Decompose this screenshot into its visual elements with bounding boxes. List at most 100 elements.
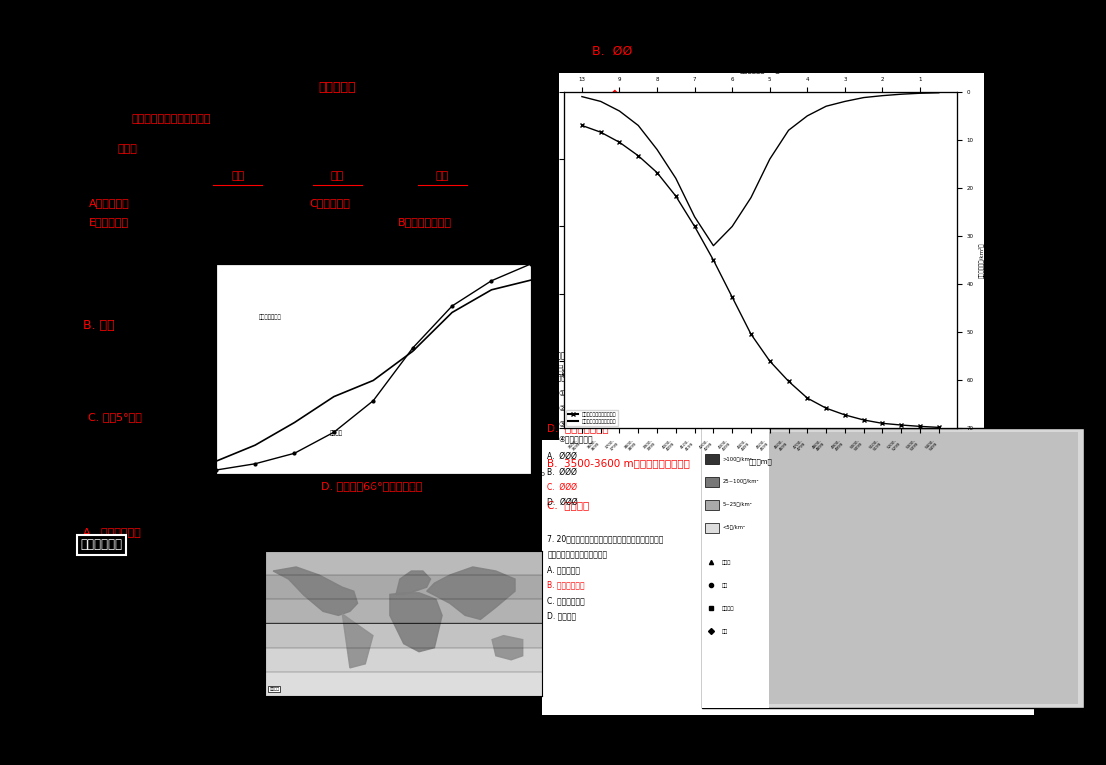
- Title: 澜沧江－湄公河流域坡度与海拔及
人口累积百分比曲线: 澜沧江－湄公河流域坡度与海拔及 人口累积百分比曲线: [342, 247, 405, 262]
- Text: 该纬度范围内大部分是海洋: 该纬度范围内大部分是海洋: [132, 113, 211, 124]
- 不同高程人口点数累计频率: [932, 88, 946, 97]
- Text: 低平: 低平: [231, 171, 244, 181]
- Text: 5~25人/km²: 5~25人/km²: [722, 503, 752, 507]
- Line: 不同高程人口点数累计频率: 不同高程人口点数累计频率: [582, 93, 939, 246]
- Text: 25~100人/km²: 25~100人/km²: [722, 480, 759, 484]
- 不同高程人口点数累计频率: [632, 121, 645, 130]
- 不同高程人口点数累计频率: [895, 90, 908, 99]
- Text: 【课后练习】: 【课后练习】: [81, 539, 123, 551]
- Text: 城市: 城市: [722, 629, 729, 633]
- Bar: [542, 440, 1034, 715]
- 不同距河流变化的人口密变: [838, 410, 852, 419]
- Bar: [705, 477, 719, 487]
- Bar: [559, 73, 984, 448]
- Text: B. 坡度: B. 坡度: [83, 319, 115, 331]
- 不同高程人口点数累计频率: [669, 174, 682, 183]
- Polygon shape: [427, 567, 515, 620]
- Text: 南亚洲: 南亚洲: [117, 144, 137, 155]
- Text: D. 市场广阔: D. 市场广阔: [547, 611, 576, 620]
- 不同距河流变化的人口密变: [707, 256, 720, 265]
- Bar: [265, 623, 542, 648]
- Bar: [72, 23, 553, 742]
- Bar: [702, 428, 769, 708]
- X-axis label: 坡度/°: 坡度/°: [366, 495, 380, 502]
- Text: C. 坡度5°以下: C. 坡度5°以下: [88, 412, 143, 422]
- Y-axis label: 平均海拔/m: 平均海拔/m: [179, 357, 185, 381]
- Bar: [702, 428, 1084, 708]
- Y-axis label: 人口密度（人/km²）: 人口密度（人/km²）: [979, 243, 985, 278]
- Text: A.  北半球中低纬: A. 北半球中低纬: [83, 526, 140, 537]
- Text: D. 坡度大于66°平均海拔攀升: D. 坡度大于66°平均海拔攀升: [321, 480, 422, 491]
- 不同高程人口点数累计频率: [876, 91, 889, 100]
- Polygon shape: [396, 571, 430, 594]
- Bar: [265, 575, 542, 599]
- Bar: [705, 454, 719, 464]
- 不同距河流变化的人口密变: [876, 418, 889, 428]
- Bar: [769, 432, 1078, 704]
- 不同高程人口点数累计频率: [838, 97, 852, 106]
- 不同距河流变化的人口密变: [594, 128, 607, 137]
- Line: 不同距河流变化的人口密变: 不同距河流变化的人口密变: [581, 124, 940, 429]
- Text: 迁移趋势，这主要是由于北部: 迁移趋势，这主要是由于北部: [547, 550, 607, 559]
- 不同距河流变化的人口密变: [932, 423, 946, 432]
- Text: B、加拿大东南角: B、加拿大东南角: [398, 216, 452, 227]
- Text: ②位于平原地带: ②位于平原地带: [559, 404, 593, 413]
- 不同高程人口点数累计频率: [688, 212, 701, 221]
- Text: 6. 该地区南部人口密度相对较高，这主要是由于南部: 6. 该地区南部人口密度相对较高，这主要是由于南部: [547, 372, 659, 381]
- 不同高程人口点数累计频率: [782, 125, 795, 135]
- 不同距河流变化的人口密变: [726, 292, 739, 301]
- Text: ④经济相对发达: ④经济相对发达: [559, 435, 593, 444]
- Text: A.  ØØØ: A. ØØØ: [547, 452, 577, 461]
- X-axis label: 距河流距离（km）: 距河流距离（km）: [740, 67, 781, 73]
- 不同距河流变化的人口密变: [801, 393, 814, 402]
- Text: B.  ØØØ: B. ØØØ: [547, 467, 577, 477]
- 不同距河流变化的人口密变: [575, 121, 588, 130]
- Bar: [265, 672, 542, 696]
- 不同距河流变化的人口密变: [632, 151, 645, 161]
- Text: <5人/km²: <5人/km²: [722, 526, 745, 530]
- 不同距河流变化的人口密变: [857, 415, 870, 425]
- Bar: [265, 551, 542, 575]
- 不同高程人口点数累计频率: [744, 193, 758, 202]
- Text: ①气温较为适宜: ①气温较为适宜: [559, 389, 593, 398]
- 不同距河流变化的人口密变: [744, 330, 758, 339]
- Text: 7. 20世纪后期以来，该地区内部呼现人口由南向北的: 7. 20世纪后期以来，该地区内部呼现人口由南向北的: [547, 535, 664, 544]
- 不同距河流变化的人口密变: [895, 421, 908, 430]
- Y-axis label: 人口累积
百分比/%: 人口累积 百分比/%: [557, 361, 570, 377]
- Polygon shape: [492, 636, 523, 659]
- Text: 天然气: 天然气: [722, 560, 731, 565]
- Text: C.  ØØØ: C. ØØØ: [547, 483, 577, 492]
- Text: 人口累积百分比: 人口累积百分比: [259, 314, 282, 320]
- Text: A、恒河平原: A、恒河平原: [88, 197, 129, 208]
- Text: E、朝鲜半岛: E、朝鲜半岛: [88, 216, 128, 227]
- Bar: [705, 523, 719, 533]
- 不同距河流变化的人口密变: [763, 356, 776, 366]
- 不同距河流变化的人口密变: [820, 404, 833, 413]
- Polygon shape: [342, 614, 373, 668]
- Text: B.  ØØ: B. ØØ: [592, 45, 633, 57]
- 不同高程人口点数累计频率: [726, 222, 739, 231]
- Text: 贝加尔湖: 贝加尔湖: [722, 606, 734, 610]
- Bar: [265, 648, 542, 672]
- Y-axis label: （%）不同高程累积人口（%）: （%）不同高程累积人口（%）: [533, 236, 539, 285]
- X-axis label: 高程（m）: 高程（m）: [749, 458, 772, 465]
- 不同高程人口点数累计频率: [857, 93, 870, 103]
- Text: B. 开发了新资源: B. 开发了新资源: [547, 581, 585, 590]
- 不同高程人口点数累计频率: [763, 155, 776, 164]
- 不同高程人口点数累计频率: [575, 92, 588, 101]
- Text: ③开发历史较长: ③开发历史较长: [559, 419, 593, 428]
- Text: C.  藏南杂雄: C. 藏南杂雄: [547, 500, 589, 510]
- 不同高程人口点数累计频率: [613, 106, 626, 116]
- 不同高程人口点数累计频率: [594, 97, 607, 106]
- Text: A. 人口密度低: A. 人口密度低: [547, 565, 581, 575]
- Text: D.  取用水方便程度: D. 取用水方便程度: [547, 423, 609, 434]
- Text: 石油: 石油: [722, 583, 729, 588]
- Text: C、西欧平原: C、西欧平原: [310, 197, 351, 208]
- Text: 人口密度: 人口密度: [269, 687, 280, 691]
- 不同高程人口点数累计频率: [801, 111, 814, 120]
- 不同距河流变化的人口密变: [669, 191, 682, 200]
- 不同距河流变化的人口密变: [782, 376, 795, 386]
- Polygon shape: [389, 593, 442, 652]
- 不同距河流变化的人口密变: [613, 138, 626, 147]
- 不同高程人口点数累计频率: [914, 89, 927, 98]
